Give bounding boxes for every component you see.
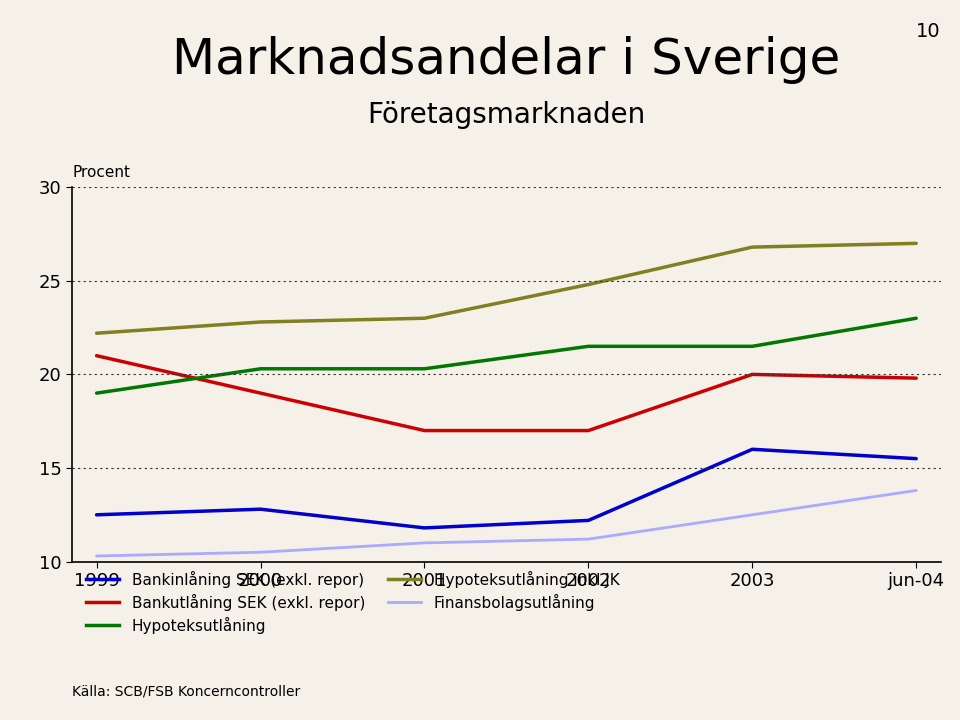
Hypoteksutlåning (910, 314, 922, 323)
Hypoteksutlåning (583, 342, 594, 351)
Bankutlåning SEK (exkl. repor) (419, 426, 430, 435)
Hypoteksutlåning inkl JK (91, 329, 103, 338)
Hypoteksutlåning (419, 364, 430, 373)
Bankutlåning SEK (exkl. repor) (254, 389, 266, 397)
Bankutlåning SEK (exkl. repor) (910, 374, 922, 382)
Bankutlåning SEK (exkl. repor) (747, 370, 758, 379)
Text: Källa: SCB/FSB Koncerncontroller: Källa: SCB/FSB Koncerncontroller (72, 685, 300, 698)
Hypoteksutlåning (254, 364, 266, 373)
Bankinlåning SEK (exkl. repor) (747, 445, 758, 454)
Finansbolagsutlåning (254, 548, 266, 557)
Finansbolagsutlåning (419, 539, 430, 547)
Finansbolagsutlåning (747, 510, 758, 519)
Finansbolagsutlåning (583, 535, 594, 544)
Bankinlåning SEK (exkl. repor) (91, 510, 103, 519)
Text: Företagsmarknaden: Företagsmarknaden (368, 101, 645, 129)
Hypoteksutlåning inkl JK (583, 280, 594, 289)
Bankinlåning SEK (exkl. repor) (583, 516, 594, 525)
Bankutlåning SEK (exkl. repor) (91, 351, 103, 360)
Hypoteksutlåning (91, 389, 103, 397)
Bankinlåning SEK (exkl. repor) (910, 454, 922, 463)
Legend: Bankinlåning SEK (exkl. repor), Bankutlåning SEK (exkl. repor), Hypoteksutlåning: Bankinlåning SEK (exkl. repor), Bankutlå… (80, 565, 626, 640)
Hypoteksutlåning inkl JK (419, 314, 430, 323)
Bankutlåning SEK (exkl. repor) (583, 426, 594, 435)
Line: Hypoteksutlåning inkl JK: Hypoteksutlåning inkl JK (97, 243, 916, 333)
Finansbolagsutlåning (910, 486, 922, 495)
Finansbolagsutlåning (91, 552, 103, 560)
Text: Procent: Procent (72, 165, 130, 180)
Text: 10: 10 (916, 22, 941, 40)
Hypoteksutlåning inkl JK (910, 239, 922, 248)
Hypoteksutlåning (747, 342, 758, 351)
Hypoteksutlåning inkl JK (747, 243, 758, 251)
Text: Marknadsandelar i Sverige: Marknadsandelar i Sverige (172, 36, 841, 84)
Hypoteksutlåning inkl JK (254, 318, 266, 326)
Line: Hypoteksutlåning: Hypoteksutlåning (97, 318, 916, 393)
Line: Bankutlåning SEK (exkl. repor): Bankutlåning SEK (exkl. repor) (97, 356, 916, 431)
Bankinlåning SEK (exkl. repor) (254, 505, 266, 513)
Line: Finansbolagsutlåning: Finansbolagsutlåning (97, 490, 916, 556)
Line: Bankinlåning SEK (exkl. repor): Bankinlåning SEK (exkl. repor) (97, 449, 916, 528)
Bankinlåning SEK (exkl. repor) (419, 523, 430, 532)
